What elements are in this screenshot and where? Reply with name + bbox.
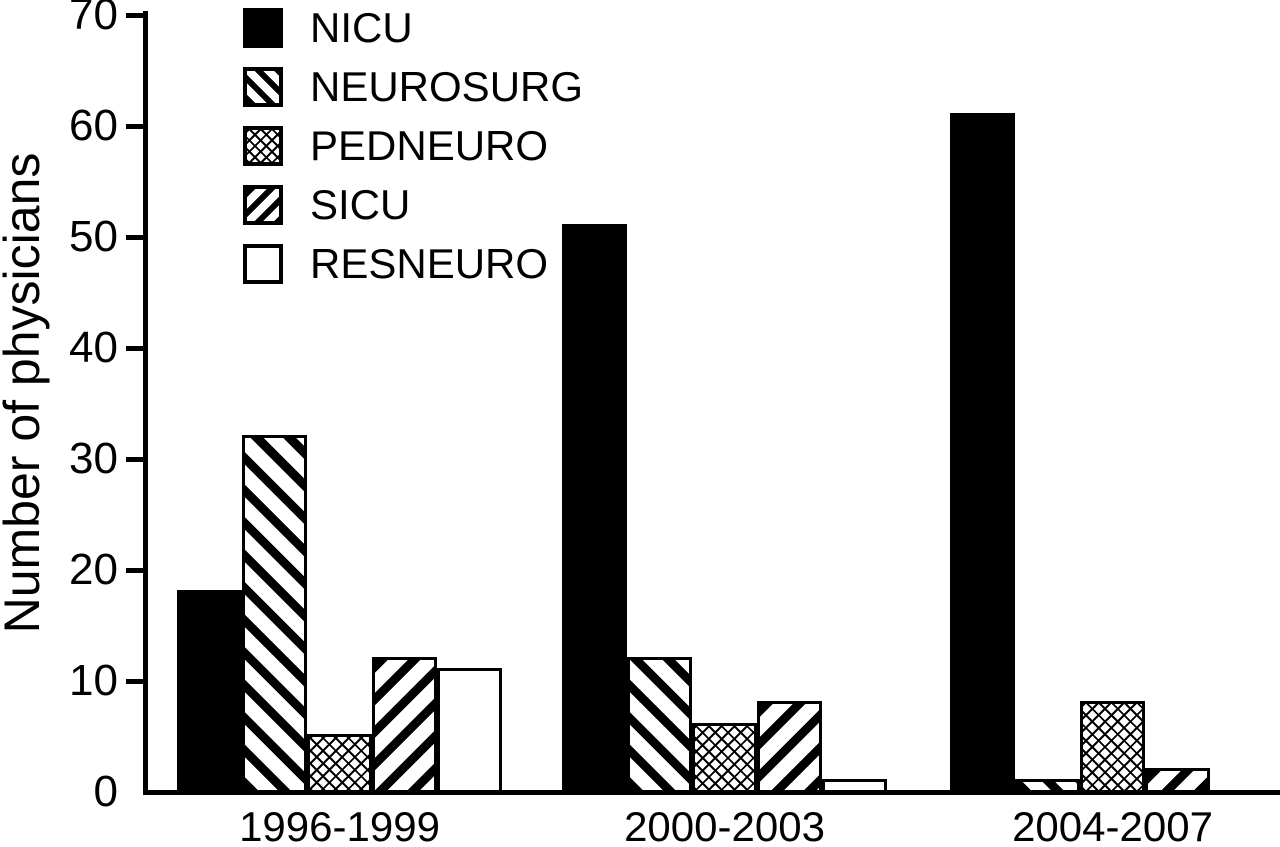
y-tick-mark-10: [126, 679, 143, 684]
y-tick-mark-50: [126, 235, 143, 240]
bar-neurosurg-1996-1999: [242, 435, 307, 793]
y-tick-label-40: 40: [69, 323, 118, 372]
x-category-label-2000-2003: 2000-2003: [624, 803, 825, 847]
legend-label-resneuro: RESNEURO: [310, 240, 549, 287]
legend-label-neurosurg: NEUROSURG: [310, 63, 584, 110]
legend-swatch-resneuro: [243, 244, 283, 284]
bar-neurosurg-2004-2007: [1015, 779, 1080, 793]
legend-swatch-pedneuro: [243, 126, 283, 166]
y-tick-mark-20: [126, 568, 143, 573]
y-tick-mark-60: [126, 124, 143, 129]
bar-sicu-2004-2007: [1145, 768, 1210, 793]
legend-swatch-neurosurg: [243, 67, 283, 107]
bar-nicu-2000-2003: [562, 224, 627, 793]
y-tick-label-20: 20: [69, 545, 118, 594]
bar-pedneuro-1996-1999: [307, 734, 372, 793]
y-tick-mark-40: [126, 346, 143, 351]
y-tick-label-50: 50: [69, 212, 118, 261]
y-axis-line: [143, 11, 148, 795]
y-tick-mark-70: [126, 13, 143, 18]
bar-pedneuro-2004-2007: [1080, 701, 1145, 793]
legend-label-pedneuro: PEDNEURO: [310, 122, 549, 169]
y-tick-label-10: 10: [69, 656, 118, 705]
bar-resneuro-2000-2003: [822, 779, 887, 793]
x-category-label-1996-1999: 1996-1999: [239, 803, 440, 847]
bar-sicu-1996-1999: [372, 657, 437, 793]
legend-label-nicu: NICU: [310, 4, 413, 51]
bar-nicu-1996-1999: [177, 590, 242, 793]
x-category-label-2004-2007: 2004-2007: [1012, 803, 1213, 847]
legend-label-sicu: SICU: [310, 181, 411, 228]
bar-pedneuro-2000-2003: [692, 723, 757, 793]
y-tick-label-0: 0: [93, 767, 118, 816]
y-tick-label-30: 30: [69, 434, 118, 483]
legend-swatch-sicu: [243, 185, 283, 225]
legend-swatch-nicu: [243, 8, 283, 48]
y-tick-label-70: 70: [69, 0, 118, 39]
bar-neurosurg-2000-2003: [627, 657, 692, 793]
y-tick-label-60: 60: [69, 101, 118, 150]
bar-resneuro-1996-1999: [437, 668, 502, 793]
bar-nicu-2004-2007: [950, 113, 1015, 793]
y-tick-mark-30: [126, 457, 143, 462]
bar-sicu-2000-2003: [757, 701, 822, 793]
